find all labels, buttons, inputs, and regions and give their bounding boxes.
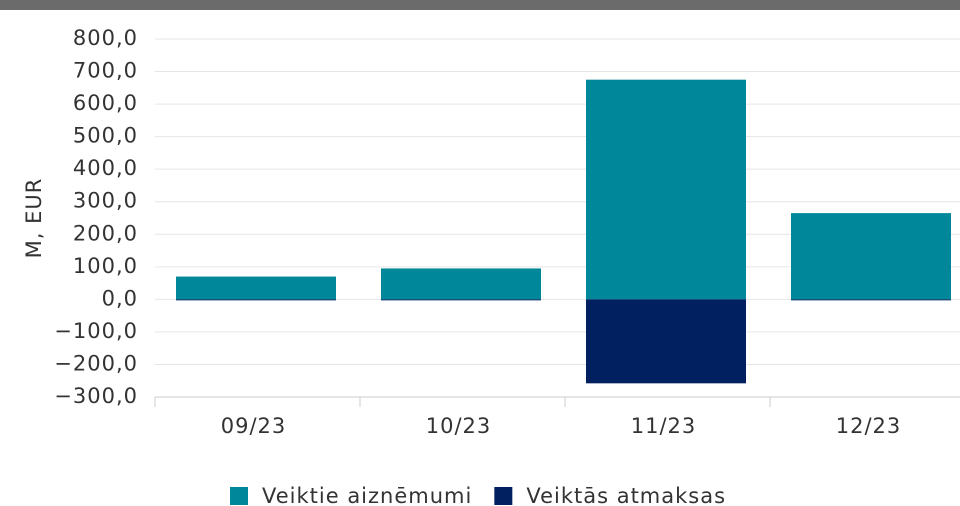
x-tick-label: 12/23 [836,414,902,438]
y-tick-label: 300,0 [73,189,138,213]
bar [381,299,541,301]
bar [791,213,951,300]
legend-label: Veiktie aiznēmumi [262,484,472,506]
x-tick-label: 10/23 [426,414,492,438]
bar [586,299,746,384]
y-tick-label: 800,0 [73,26,138,50]
x-tick-label: 09/23 [221,414,287,438]
y-tick-label: −300,0 [54,384,138,408]
y-axis-title: M, EUR [22,178,46,259]
bar [381,268,541,300]
bar [176,276,336,300]
y-tick-label: 400,0 [73,156,138,180]
y-tick-label: 700,0 [73,59,138,83]
y-tick-label: 100,0 [73,254,138,278]
x-tick-label: 11/23 [631,414,697,438]
y-tick-label: 600,0 [73,91,138,115]
bar [791,299,951,301]
y-tick-label: 0,0 [102,286,138,310]
bar [586,79,746,300]
legend-label: Veiktās atmaksas [526,484,726,506]
top-bar [0,0,960,10]
y-tick-label: −200,0 [54,351,138,375]
y-tick-label: 200,0 [73,221,138,245]
legend-swatch [230,487,248,505]
y-tick-label: −100,0 [54,319,138,343]
y-tick-label: 500,0 [73,124,138,148]
legend-swatch [494,487,513,505]
bar [176,299,336,301]
